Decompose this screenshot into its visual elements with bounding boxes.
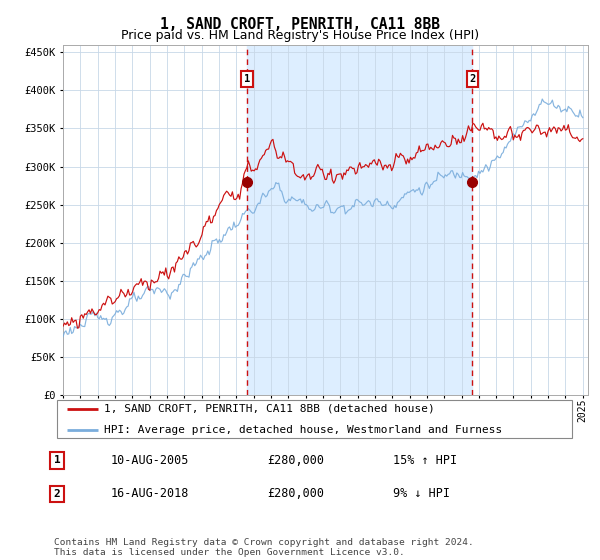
Text: 1, SAND CROFT, PENRITH, CA11 8BB: 1, SAND CROFT, PENRITH, CA11 8BB: [160, 17, 440, 32]
Text: 9% ↓ HPI: 9% ↓ HPI: [393, 487, 450, 501]
Text: 1: 1: [244, 74, 250, 84]
Text: Price paid vs. HM Land Registry's House Price Index (HPI): Price paid vs. HM Land Registry's House …: [121, 29, 479, 42]
Text: 2: 2: [469, 74, 476, 84]
Text: 15% ↑ HPI: 15% ↑ HPI: [393, 454, 457, 467]
Text: 1: 1: [53, 455, 61, 465]
Text: £280,000: £280,000: [267, 487, 324, 501]
Text: 1, SAND CROFT, PENRITH, CA11 8BB (detached house): 1, SAND CROFT, PENRITH, CA11 8BB (detach…: [104, 404, 434, 414]
Bar: [247, 45, 472, 395]
FancyBboxPatch shape: [56, 400, 572, 437]
Text: £280,000: £280,000: [267, 454, 324, 467]
Text: HPI: Average price, detached house, Westmorland and Furness: HPI: Average price, detached house, West…: [104, 426, 502, 435]
Text: Contains HM Land Registry data © Crown copyright and database right 2024.
This d: Contains HM Land Registry data © Crown c…: [54, 538, 474, 557]
Text: 10-AUG-2005: 10-AUG-2005: [111, 454, 190, 467]
Text: 2: 2: [53, 489, 61, 499]
Text: 16-AUG-2018: 16-AUG-2018: [111, 487, 190, 501]
